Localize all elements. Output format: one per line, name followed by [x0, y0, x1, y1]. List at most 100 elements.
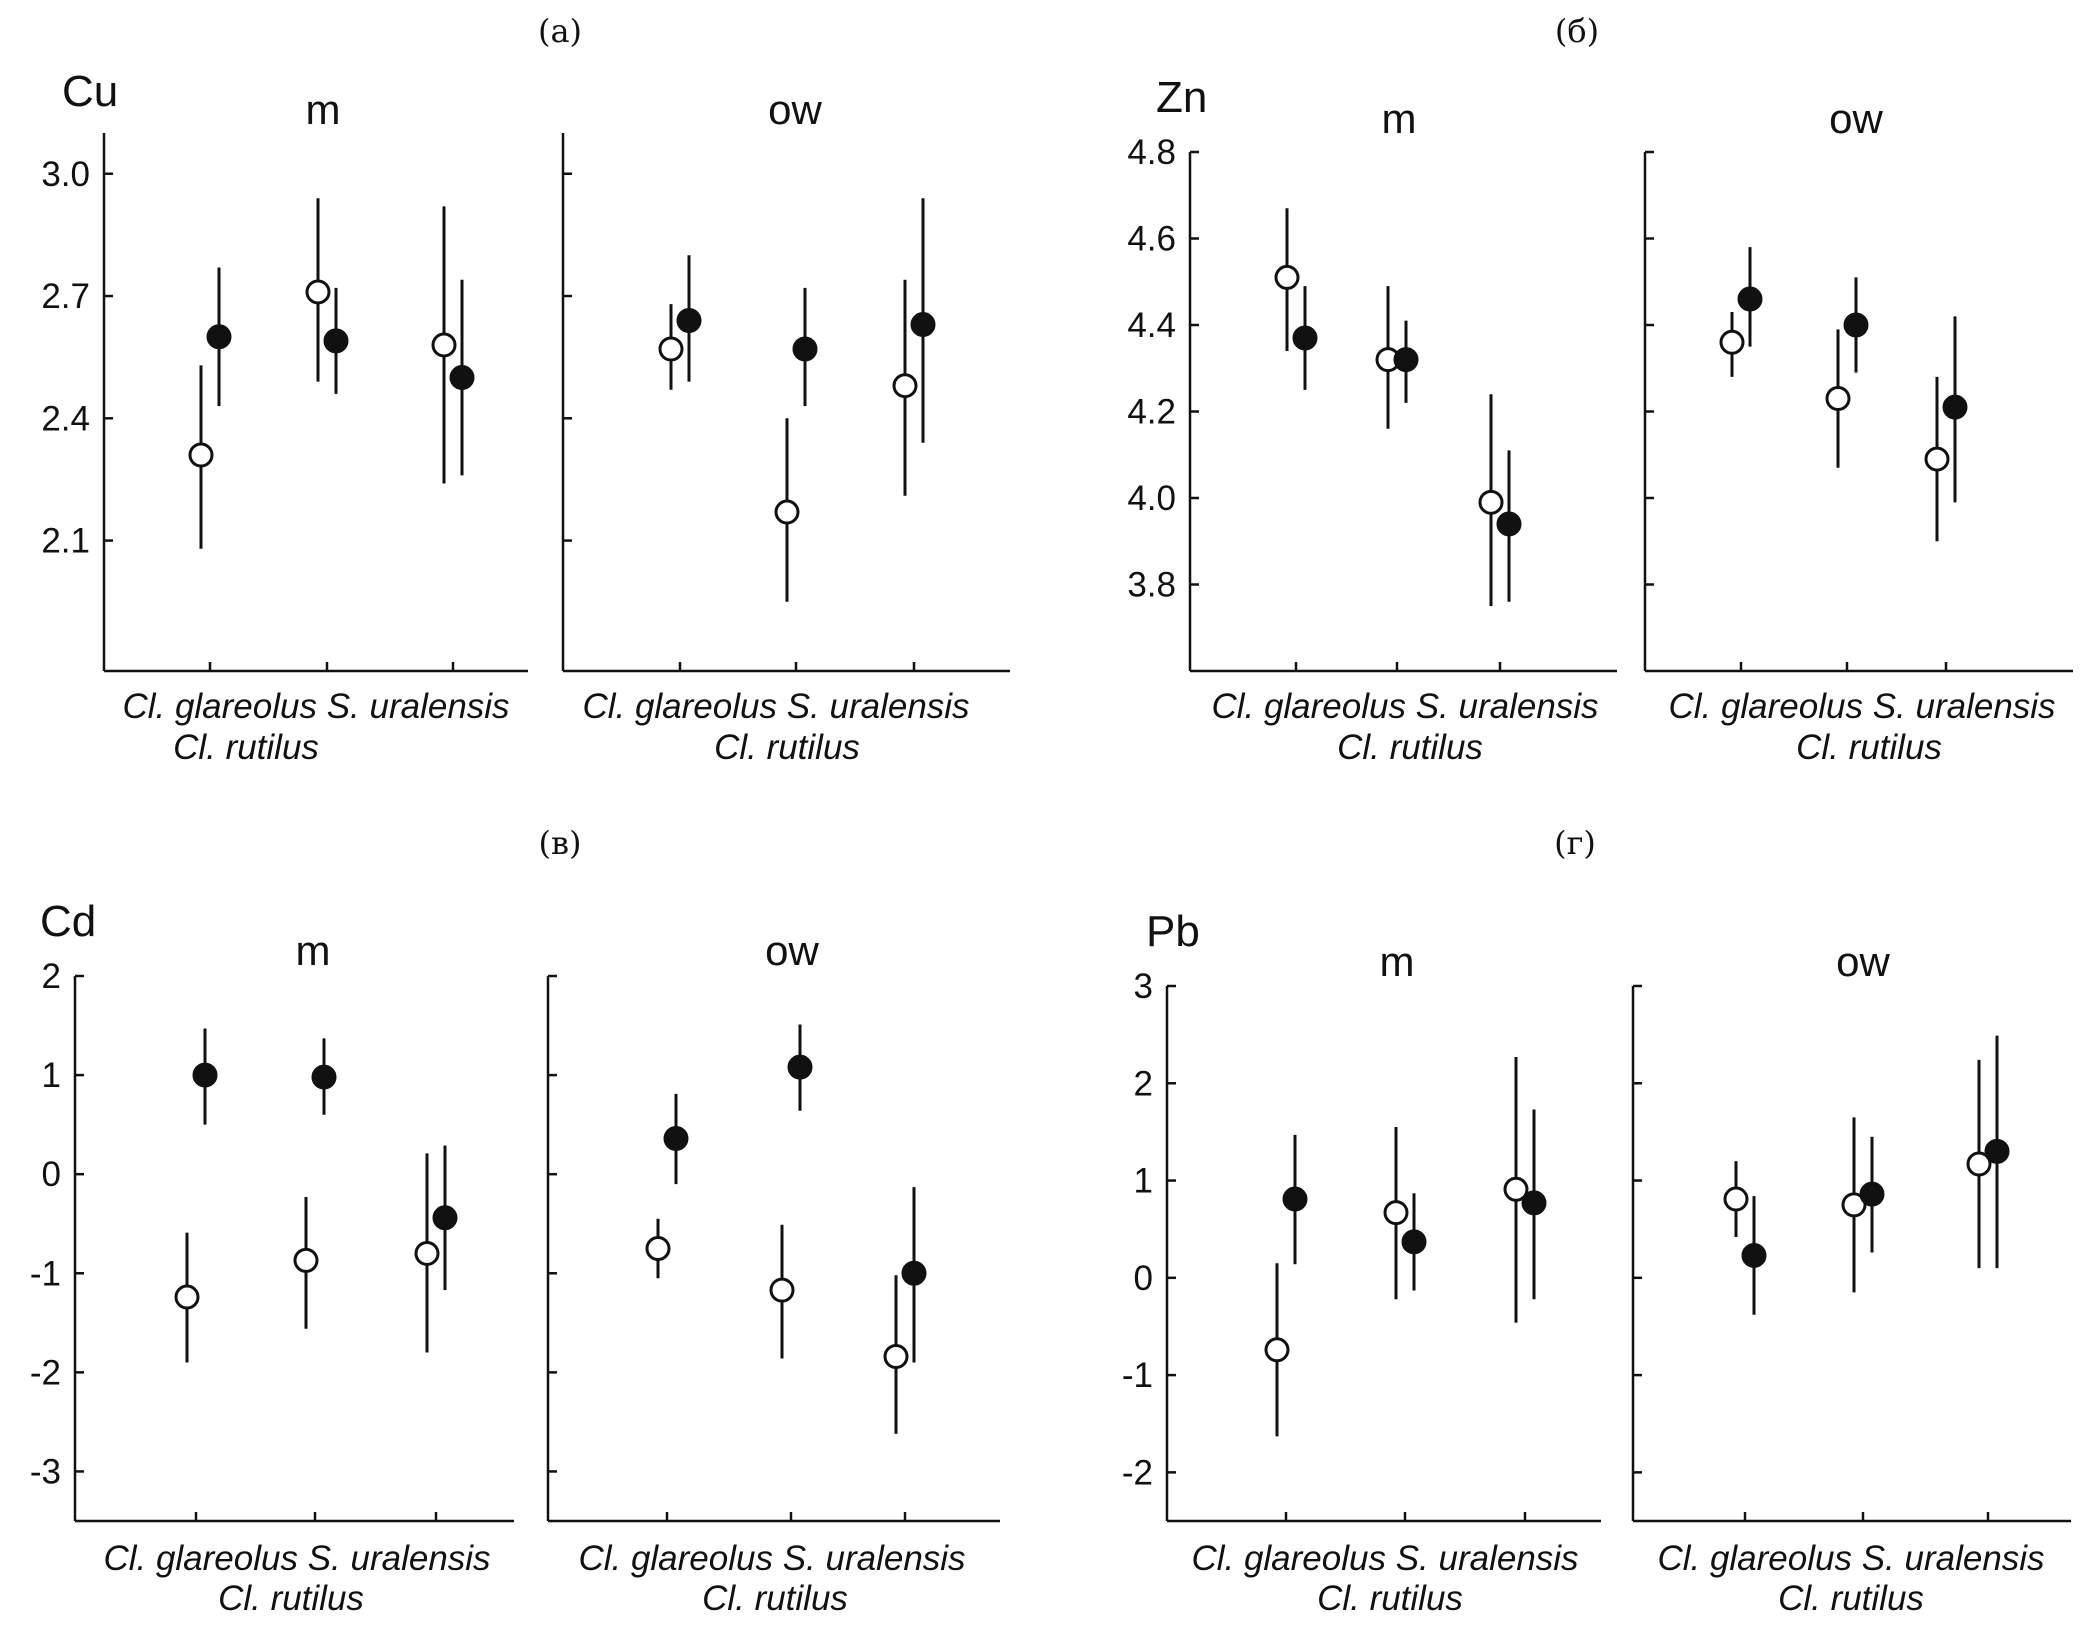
element-title: Cd	[40, 897, 96, 946]
y-tick-label: -2	[30, 1353, 61, 1392]
data-point-open	[1264, 1337, 1290, 1363]
group-title: ow	[765, 927, 819, 974]
y-tick-label: -1	[1122, 1356, 1153, 1395]
y-tick-label: 2.1	[41, 522, 90, 561]
y-tick-label: 4.8	[1127, 133, 1176, 172]
group-title: m	[296, 927, 331, 974]
category-label-top: Cl. glareolus S. uralensis	[122, 687, 509, 726]
panel-label: (в)	[539, 824, 582, 862]
data-point-filled	[901, 1260, 927, 1286]
data-point-open	[658, 336, 684, 362]
y-tick-label: -3	[30, 1452, 61, 1491]
y-tick-label: 4.6	[1127, 220, 1176, 259]
data-point-filled	[1401, 1229, 1427, 1255]
y-tick-label: 2.7	[41, 277, 90, 316]
data-point-open	[174, 1284, 200, 1310]
data-point-filled	[449, 365, 475, 391]
category-label-bottom: Cl. rutilus	[1337, 728, 1483, 767]
y-tick-label: 2.4	[41, 399, 90, 438]
data-point-open	[188, 442, 214, 468]
category-label-top: Cl. glareolus S. uralensis	[1668, 687, 2055, 726]
data-point-filled	[1496, 511, 1522, 537]
group-title: ow	[768, 86, 822, 133]
data-point-filled	[1521, 1190, 1547, 1216]
y-tick-label: 4.4	[1127, 306, 1176, 345]
group-title: ow	[1829, 95, 1883, 142]
category-label-bottom: Cl. rutilus	[218, 1579, 364, 1618]
category-label-bottom: Cl. rutilus	[702, 1579, 848, 1618]
data-point-open	[769, 1277, 795, 1303]
category-label-bottom: Cl. rutilus	[173, 728, 319, 767]
y-tick-label: 4.0	[1127, 479, 1176, 518]
data-point-open	[431, 332, 457, 358]
data-point-filled	[432, 1205, 458, 1231]
data-point-open	[1478, 489, 1504, 515]
data-point-open	[883, 1344, 909, 1370]
category-label-top: Cl. glareolus S. uralensis	[103, 1539, 490, 1578]
y-tick-label: -2	[1122, 1453, 1153, 1492]
category-label-bottom: Cl. rutilus	[1796, 728, 1942, 767]
element-title: Zn	[1156, 73, 1207, 122]
data-point-open	[414, 1240, 440, 1266]
data-point-filled	[323, 328, 349, 354]
y-tick-label: 3.8	[1127, 566, 1176, 605]
category-label-top: Cl. glareolus S. uralensis	[582, 687, 969, 726]
data-point-open	[1719, 329, 1745, 355]
data-point-filled	[1984, 1138, 2010, 1164]
category-label-top: Cl. glareolus S. uralensis	[1657, 1539, 2044, 1578]
y-tick-label: 1	[42, 1056, 61, 1095]
data-point-open	[774, 499, 800, 525]
data-point-open	[1966, 1151, 1992, 1177]
y-tick-label: 0	[1134, 1259, 1153, 1298]
data-point-filled	[910, 312, 936, 338]
y-tick-label: 2	[1134, 1064, 1153, 1103]
category-label-bottom: Cl. rutilus	[1778, 1579, 1924, 1618]
data-point-filled	[311, 1064, 337, 1090]
y-tick-label: 4.2	[1127, 393, 1176, 432]
y-tick-label: -1	[30, 1254, 61, 1293]
y-tick-label: 3	[1134, 967, 1153, 1006]
data-point-open	[1825, 386, 1851, 412]
data-point-open	[1723, 1186, 1749, 1212]
data-point-filled	[1282, 1186, 1308, 1212]
data-point-filled	[1859, 1181, 1885, 1207]
y-tick-label: 2	[42, 957, 61, 996]
data-point-open	[645, 1236, 671, 1261]
y-tick-label: 1	[1134, 1162, 1153, 1201]
element-title: Pb	[1146, 907, 1200, 956]
panel-label: (а)	[538, 12, 582, 50]
data-point-filled	[1393, 347, 1419, 373]
panel-label: (г)	[1554, 824, 1596, 862]
data-point-open	[1383, 1200, 1409, 1226]
data-point-open	[1841, 1192, 1867, 1218]
data-point-filled	[676, 307, 702, 333]
data-point-open	[1274, 264, 1300, 290]
group-title: m	[1380, 938, 1415, 985]
element-title: Cu	[62, 67, 118, 116]
data-point-filled	[1741, 1242, 1767, 1268]
data-point-filled	[192, 1062, 218, 1088]
data-point-filled	[1737, 286, 1763, 312]
panel-label: (б)	[1555, 12, 1599, 50]
category-label-bottom: Cl. rutilus	[1317, 1579, 1463, 1618]
category-label-top: Cl. glareolus S. uralensis	[1191, 1539, 1578, 1578]
data-point-open	[1924, 446, 1950, 472]
y-tick-label: 0	[42, 1155, 61, 1194]
group-title: ow	[1836, 938, 1890, 985]
category-label-bottom: Cl. rutilus	[714, 728, 860, 767]
data-point-filled	[663, 1126, 689, 1152]
data-point-open	[293, 1247, 319, 1273]
data-point-filled	[1292, 325, 1318, 351]
data-point-open	[1503, 1176, 1529, 1202]
data-point-open	[892, 373, 918, 399]
data-point-filled	[1843, 312, 1869, 338]
data-point-filled	[787, 1054, 813, 1080]
data-point-open	[305, 279, 331, 305]
data-point-filled	[792, 336, 818, 362]
group-title: m	[306, 86, 341, 133]
group-title: m	[1382, 95, 1417, 142]
data-point-filled	[206, 324, 232, 350]
data-point-filled	[1942, 394, 1968, 420]
y-tick-label: 3.0	[41, 155, 90, 194]
